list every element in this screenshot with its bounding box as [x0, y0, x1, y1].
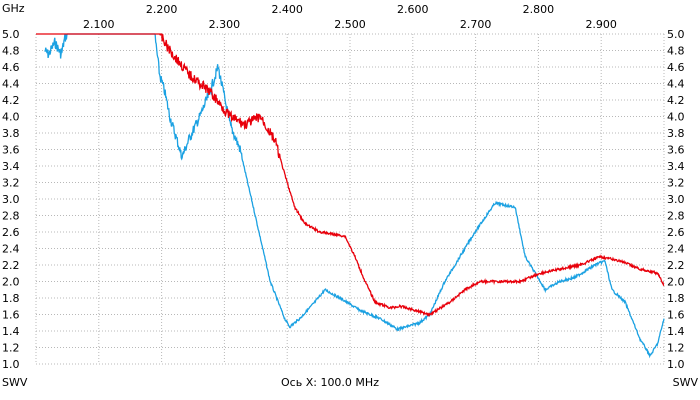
y-tick-label-right: 2.2 [667, 259, 685, 272]
x-tick-label: 2.300 [209, 18, 241, 31]
y-tick-label-left: 1.8 [2, 292, 20, 305]
y-tick-label-right: 2.8 [667, 210, 685, 223]
y-tick-label-left: 1.6 [2, 309, 20, 322]
y-tick-label-right: 3.4 [667, 160, 685, 173]
grid [35, 33, 665, 365]
x-tick-label: 2.700 [460, 18, 492, 31]
x-tick-label: 2.600 [397, 3, 429, 16]
y-tick-label-right: 5.0 [667, 28, 685, 41]
x-tick-label: 2.400 [271, 3, 303, 16]
y-tick-label-right: 3.2 [667, 177, 685, 190]
series-line-blue [44, 33, 665, 359]
y-tick-label-right: 1.6 [667, 309, 685, 322]
y-tick-label-right: 1.2 [667, 342, 685, 355]
y-tick-label-right: 2.0 [667, 276, 685, 289]
x-unit-label: GHz [2, 2, 25, 15]
y-tick-label-left: 2.6 [2, 226, 20, 239]
y-tick-label-right: 4.2 [667, 94, 685, 107]
y-tick-label-left: 4.4 [2, 78, 20, 91]
y-tick-label-right: 3.0 [667, 193, 685, 206]
y-tick-label-left: 2.2 [2, 259, 20, 272]
y-tick-label-left: 3.8 [2, 127, 20, 140]
y-tick-label-left: 4.0 [2, 111, 20, 124]
y-tick-label-left: 4.2 [2, 94, 20, 107]
tick-labels: 1.0 1.0 1.2 1.2 1.4 1.4 1.6 1.6 1.8 1.8 2.0 2.0 2.2 2… [2, 3, 685, 371]
x-tick-label: 2.800 [523, 3, 555, 16]
y-tick-label-left: 3.4 [2, 160, 20, 173]
y-tick-label-left: 1.2 [2, 342, 20, 355]
y-axis-label-right: SWV [673, 376, 699, 389]
y-tick-label-right: 4.4 [667, 78, 685, 91]
y-tick-label-left: 5.0 [2, 28, 20, 41]
y-tick-label-right: 4.8 [667, 45, 685, 58]
y-tick-label-right: 1.4 [667, 325, 685, 338]
y-tick-label-left: 2.8 [2, 210, 20, 223]
y-tick-label-left: 2.0 [2, 276, 20, 289]
y-tick-label-left: 4.8 [2, 45, 20, 58]
y-tick-label-right: 1.8 [667, 292, 685, 305]
x-tick-label: 2.200 [146, 3, 178, 16]
y-tick-label-left: 2.4 [2, 243, 20, 256]
x-tick-label: 2.500 [334, 18, 366, 31]
y-tick-label-left: 1.0 [2, 358, 20, 371]
y-tick-label-right: 2.6 [667, 226, 685, 239]
y-tick-label-right: 2.4 [667, 243, 685, 256]
y-tick-label-left: 4.6 [2, 61, 20, 74]
y-axis-label-left: SWV [2, 376, 28, 389]
x-axis-label: Ось X: 100.0 MHz [281, 376, 379, 389]
y-tick-label-right: 3.6 [667, 144, 685, 157]
series-layer [36, 33, 665, 359]
y-tick-label-left: 3.2 [2, 177, 20, 190]
series-line-red [36, 33, 665, 317]
x-tick-label: 2.900 [585, 18, 617, 31]
y-tick-label-right: 4.6 [667, 61, 685, 74]
y-tick-label-left: 1.4 [2, 325, 20, 338]
y-tick-label-right: 4.0 [667, 111, 685, 124]
y-tick-label-left: 3.6 [2, 144, 20, 157]
y-tick-label-right: 3.8 [667, 127, 685, 140]
x-tick-label: 2.100 [83, 18, 115, 31]
y-tick-label-right: 1.0 [667, 358, 685, 371]
y-tick-label-left: 3.0 [2, 193, 20, 206]
